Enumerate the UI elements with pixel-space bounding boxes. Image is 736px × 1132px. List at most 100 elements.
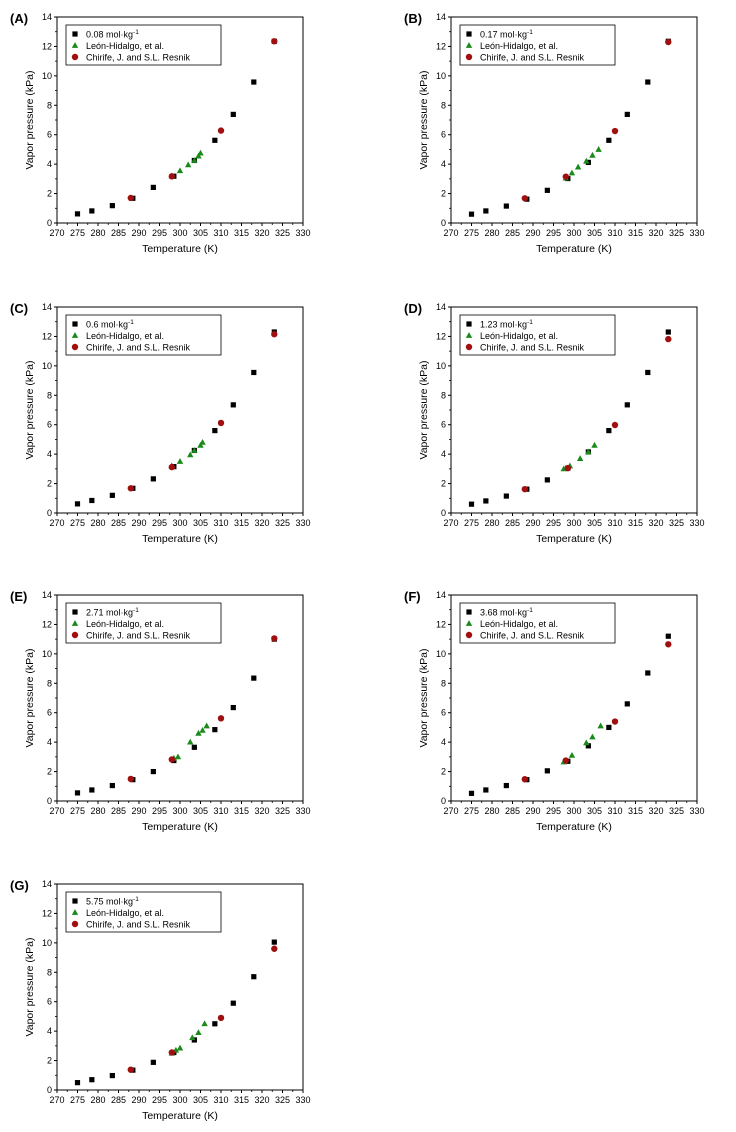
legend-entry: 0.17 mol·kg-1 [480, 29, 533, 40]
data-point-square [544, 477, 550, 483]
x-tick-label: 330 [689, 228, 704, 238]
legend-box [65, 314, 222, 356]
legend-marker-square [72, 321, 78, 327]
x-tick-label: 275 [70, 228, 85, 238]
x-tick-label: 295 [546, 228, 561, 238]
legend-marker-square [72, 31, 78, 37]
data-point-square [212, 1021, 218, 1027]
x-tick-label: 320 [254, 518, 269, 528]
data-point-square [109, 1072, 115, 1079]
data-point-triangle [176, 167, 184, 174]
x-tick-label: 300 [172, 1095, 187, 1105]
data-point-triangle [576, 455, 584, 461]
chart-panel-d: (D)270 275 280 285 290 295 300 305 310 315 320 325 3… [404, 301, 705, 545]
x-tick-label: 285 [505, 806, 520, 816]
legend-entry: Chirife, J. and S.L. Resnik [480, 343, 585, 353]
x-tick-label: 305 [193, 1095, 208, 1105]
data-point-circle [271, 331, 278, 338]
x-tick-label: 325 [669, 806, 684, 816]
y-tick-label: 8 [47, 678, 52, 688]
data-point-triangle [195, 152, 202, 159]
y-tick-label: 0 [441, 796, 446, 806]
y-tick-label: 2 [441, 479, 446, 489]
x-tick-label: 325 [275, 518, 290, 528]
data-point-square [645, 79, 651, 85]
legend-marker-triangle [71, 620, 79, 626]
x-tick-label: 290 [525, 518, 540, 528]
x-tick-label: 275 [70, 806, 85, 816]
data-point-square [503, 782, 509, 789]
y-tick-label: 0 [441, 218, 446, 228]
legend-entry: León-Hidalgo, et al. [86, 619, 164, 629]
x-tick-label: 305 [587, 806, 602, 816]
legend-box [65, 24, 222, 66]
y-tick-label: 14 [436, 590, 446, 600]
y-tick-label: 6 [441, 708, 446, 718]
x-tick-label: 320 [254, 228, 269, 238]
x-tick-label: 305 [193, 806, 208, 816]
data-point-circle [271, 635, 278, 642]
data-point-square [251, 79, 257, 85]
x-tick-label: 320 [254, 1095, 269, 1105]
x-tick-label: 300 [566, 806, 581, 816]
x-tick-label: 275 [70, 518, 85, 528]
data-point-triangle [174, 753, 182, 760]
legend-marker-square [72, 898, 78, 904]
data-point-square [483, 498, 489, 504]
x-tick-label: 285 [111, 518, 126, 528]
data-point-circle [611, 421, 619, 429]
x-tick-label: 295 [152, 518, 167, 528]
x-tick-label: 315 [234, 806, 249, 816]
y-tick-label: 6 [47, 708, 52, 718]
data-point-circle [127, 485, 134, 492]
x-tick-label: 320 [254, 806, 269, 816]
legend-box [459, 24, 616, 66]
data-point-square [150, 1059, 156, 1065]
data-point-triangle [203, 722, 210, 729]
data-point-circle [271, 38, 278, 45]
x-tick-label: 330 [689, 806, 704, 816]
data-point-circle [665, 38, 672, 46]
data-point-square [585, 743, 591, 749]
data-point-square [665, 329, 671, 335]
data-point-square [503, 203, 509, 209]
x-tick-label: 320 [648, 806, 663, 816]
panel-label: (A) [10, 11, 28, 26]
data-point-triangle [195, 729, 202, 736]
data-point-square [230, 704, 236, 711]
x-tick-label: 280 [90, 806, 105, 816]
x-tick-label: 310 [213, 228, 228, 238]
x-tick-label: 325 [275, 806, 290, 816]
data-point-square [150, 476, 156, 482]
data-point-square [468, 211, 475, 217]
data-point-triangle [187, 738, 194, 745]
x-tick-label: 330 [295, 1095, 310, 1105]
x-tick-label: 280 [484, 806, 499, 816]
y-tick-label: 12 [42, 41, 52, 51]
legend-entry: León-Hidalgo, et al. [86, 41, 164, 51]
data-point-square [624, 111, 630, 118]
data-point-square [503, 493, 509, 499]
y-axis-title: Vapor pressure (kPa) [418, 70, 430, 169]
data-point-square [74, 211, 81, 217]
y-tick-label: 10 [436, 361, 446, 371]
x-tick-label: 310 [607, 518, 622, 528]
x-tick-label: 280 [90, 228, 105, 238]
data-point-square [191, 744, 197, 750]
x-tick-label: 295 [152, 228, 167, 238]
data-point-circle [217, 1014, 225, 1022]
panel-label: (C) [10, 301, 28, 316]
data-point-square [109, 203, 115, 209]
data-point-square [251, 974, 257, 980]
data-point-circle [127, 1066, 134, 1073]
y-tick-label: 8 [441, 100, 446, 110]
data-point-circle [611, 127, 619, 135]
x-tick-label: 310 [213, 518, 228, 528]
x-tick-label: 330 [295, 518, 310, 528]
data-point-circle [271, 945, 278, 952]
y-axis-title: Vapor pressure (kPa) [24, 70, 36, 169]
x-tick-label: 300 [566, 518, 581, 528]
x-tick-label: 270 [443, 518, 458, 528]
y-tick-label: 12 [436, 41, 446, 51]
x-tick-label: 315 [234, 1095, 249, 1105]
